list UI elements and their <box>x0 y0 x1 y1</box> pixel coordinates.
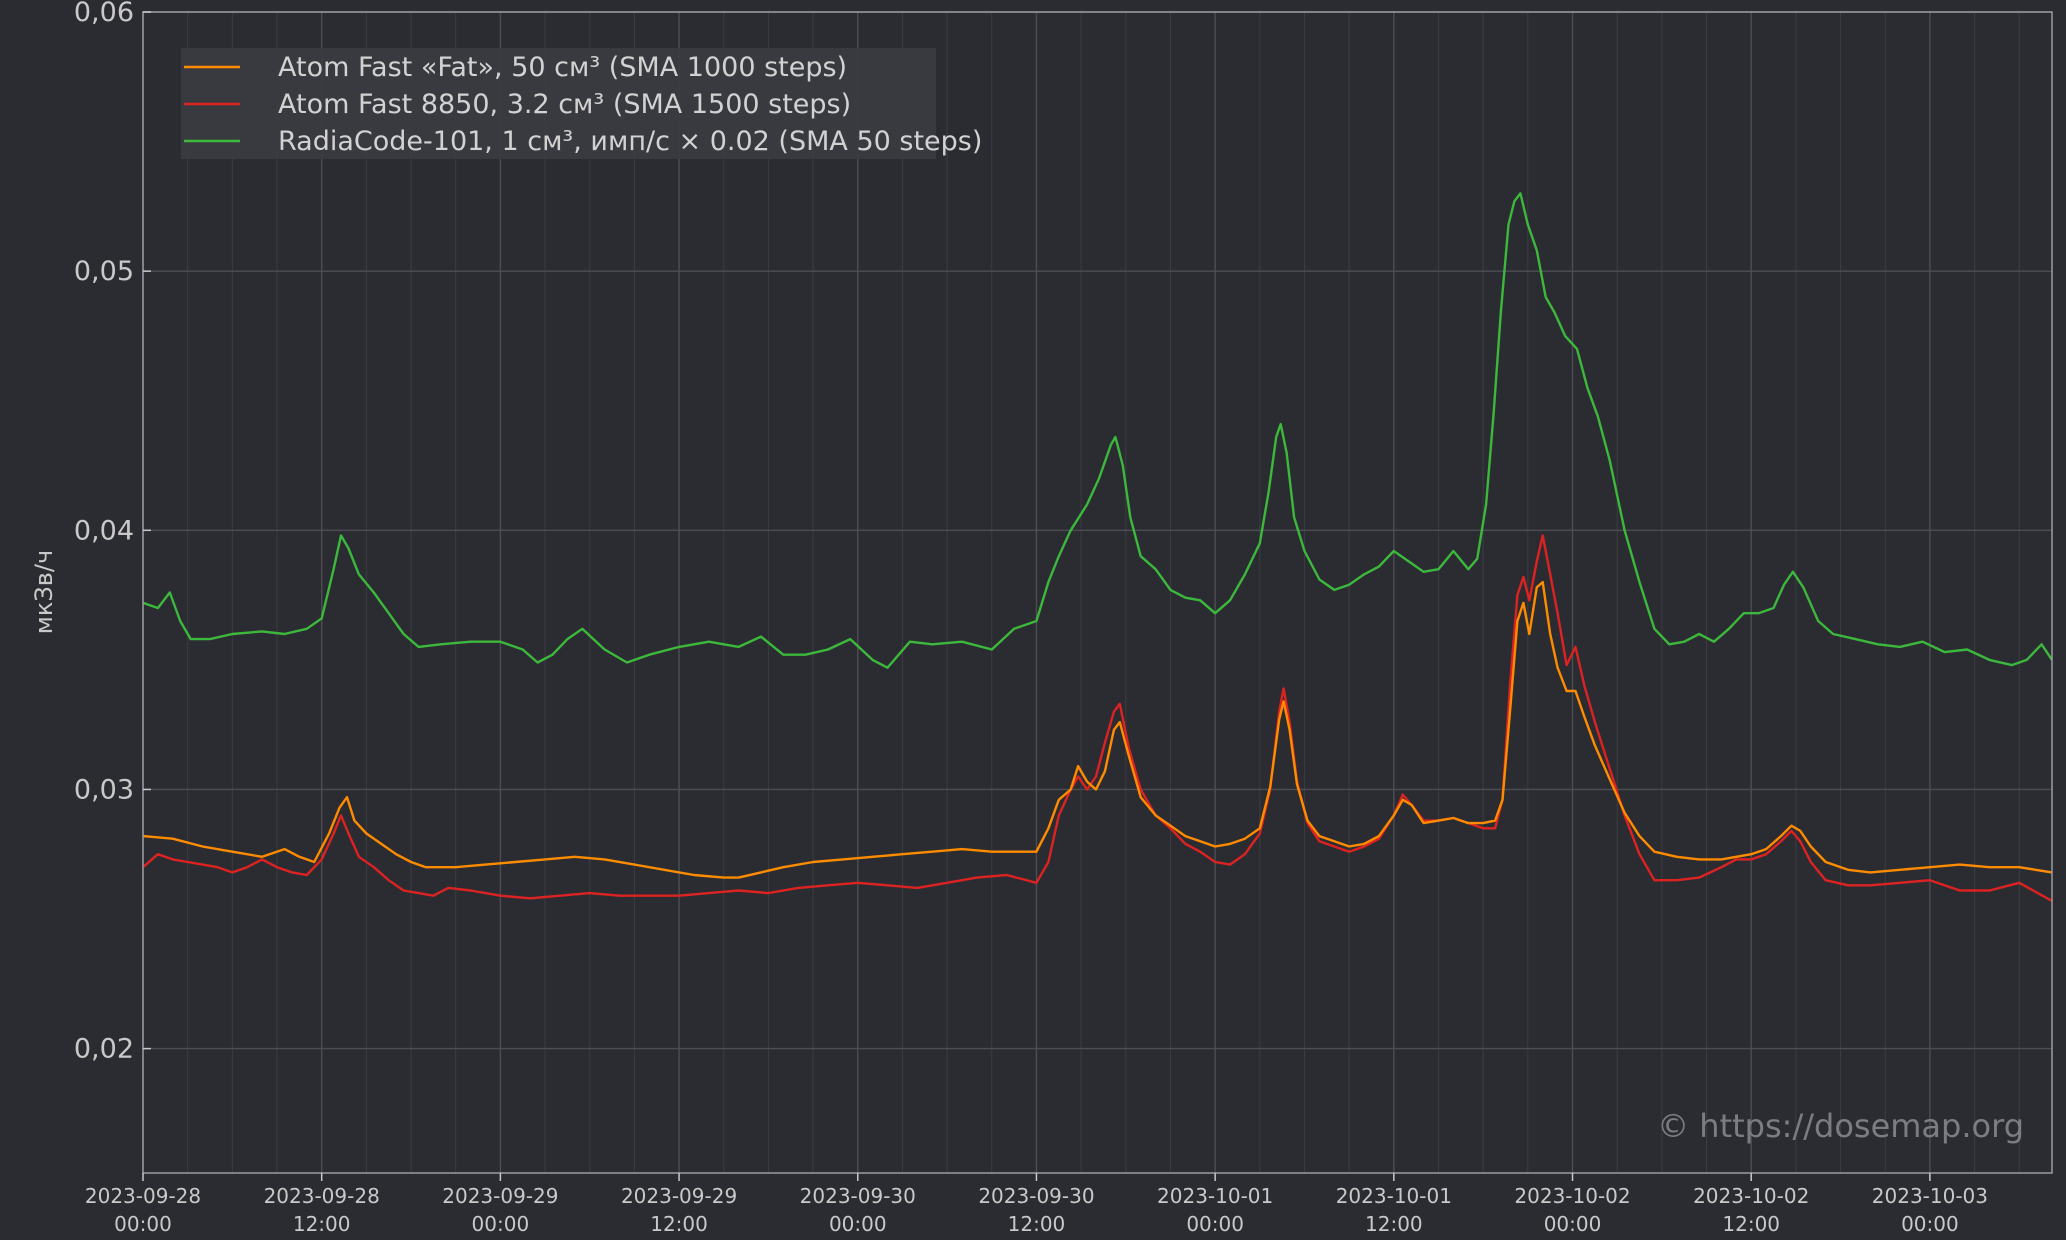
plot-frame <box>142 11 2053 1174</box>
x-tick-time: 00:00 <box>114 1212 172 1236</box>
series-lines <box>142 192 2053 902</box>
x-tick-time: 12:00 <box>1365 1212 1423 1236</box>
x-tick-date: 2023-09-30 <box>978 1184 1094 1208</box>
x-tick-time: 00:00 <box>1901 1212 1959 1236</box>
y-tick-label: 0,04 <box>74 515 134 546</box>
watermark: © https://dosemap.org <box>1657 1107 2024 1145</box>
x-tick-time: 12:00 <box>1008 1212 1066 1236</box>
x-tick-date: 2023-10-03 <box>1872 1184 1988 1208</box>
series-line-2 <box>142 534 2053 902</box>
y-tick-label: 0,05 <box>74 256 134 287</box>
x-tick-date: 2023-10-01 <box>1336 1184 1452 1208</box>
series-line-3 <box>142 192 2053 669</box>
grid-lines <box>142 11 2052 1173</box>
legend-label: Atom Fast 8850, 3.2 см³ (SMA 1500 steps) <box>278 89 851 120</box>
x-tick-date: 2023-09-29 <box>442 1184 558 1208</box>
x-tick-time: 12:00 <box>1722 1212 1780 1236</box>
y-axis-ticks: 0,02 0,03 0,04 0,05 0,06 <box>74 0 151 1065</box>
x-tick-time: 00:00 <box>829 1212 887 1236</box>
y-tick-label: 0,02 <box>74 1034 134 1065</box>
x-tick-date: 2023-09-28 <box>85 1184 201 1208</box>
legend-label: Atom Fast «Fat», 50 см³ (SMA 1000 steps) <box>278 52 847 83</box>
legend-box <box>181 48 936 159</box>
y-axis-title: мкЗв/ч <box>30 550 58 634</box>
series-line-1 <box>142 580 2053 879</box>
y-tick-label: 0,03 <box>74 774 134 805</box>
legend: Atom Fast «Fat», 50 см³ (SMA 1000 steps)… <box>181 48 982 159</box>
x-tick-date: 2023-09-28 <box>264 1184 380 1208</box>
x-tick-date: 2023-10-01 <box>1157 1184 1273 1208</box>
x-tick-time: 12:00 <box>650 1212 708 1236</box>
x-tick-time: 12:00 <box>293 1212 351 1236</box>
x-tick-time: 00:00 <box>1186 1212 1244 1236</box>
x-tick-date: 2023-09-29 <box>621 1184 737 1208</box>
x-tick-date: 2023-09-30 <box>800 1184 916 1208</box>
x-tick-date: 2023-10-02 <box>1514 1184 1630 1208</box>
x-tick-time: 00:00 <box>472 1212 530 1236</box>
x-axis-ticks: 2023-09-28 00:00 2023-09-28 12:00 2023-09-29… <box>85 1173 1988 1236</box>
x-tick-time: 00:00 <box>1544 1212 1602 1236</box>
plot-border <box>142 11 2053 1174</box>
legend-label: RadiaCode-101, 1 см³, имп/с × 0.02 (SMA … <box>278 126 982 157</box>
y-tick-label: 0,06 <box>74 0 134 28</box>
x-tick-date: 2023-10-02 <box>1693 1184 1809 1208</box>
